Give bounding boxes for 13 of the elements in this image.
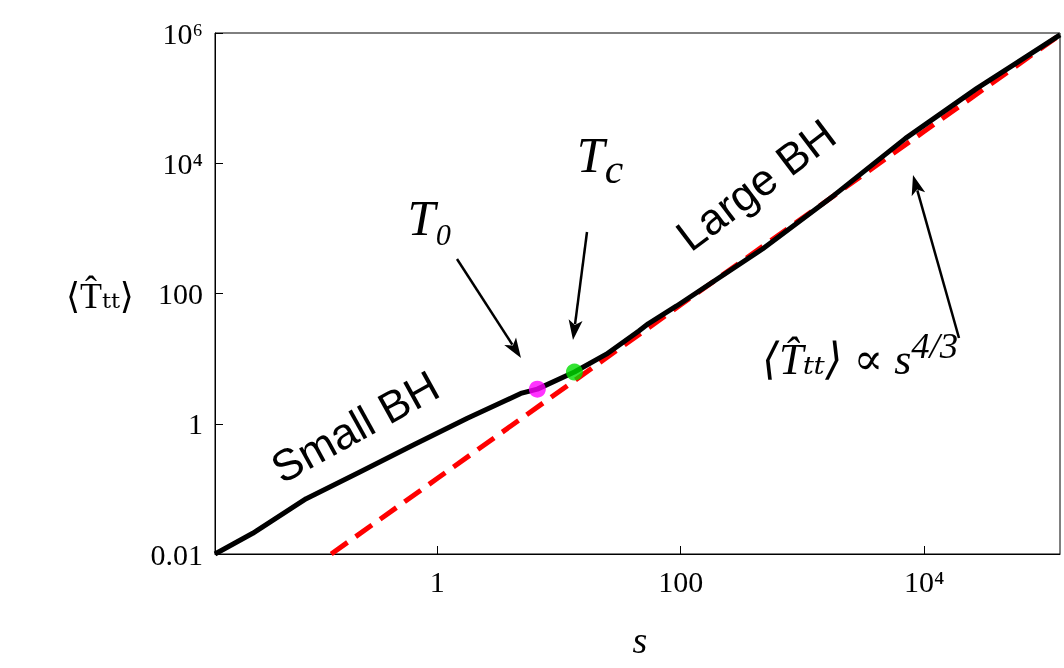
annotation: T₀ [407,190,453,246]
y-tick-label: 100 [158,277,203,310]
x-tick-label: 100 [658,564,704,598]
annotation: ⟨T̂ₜₜ⟩ ∝ s$^{4/3}$ [761,325,959,384]
y-axis-title: ⟨T̂ₜₜ⟩ [66,276,134,316]
x-tick-label: 1 [429,564,445,598]
x-axis-title: s [632,619,648,661]
y-tick-label: 1 [188,407,203,441]
y-tick-label: 10⁴ [162,146,203,180]
annotation: T$_{c}$ [576,126,624,192]
y-tick-label: 10⁶ [162,16,203,50]
y-tick-label: 0.01 [150,537,203,571]
x-tick-label: 10⁴ [904,564,945,598]
